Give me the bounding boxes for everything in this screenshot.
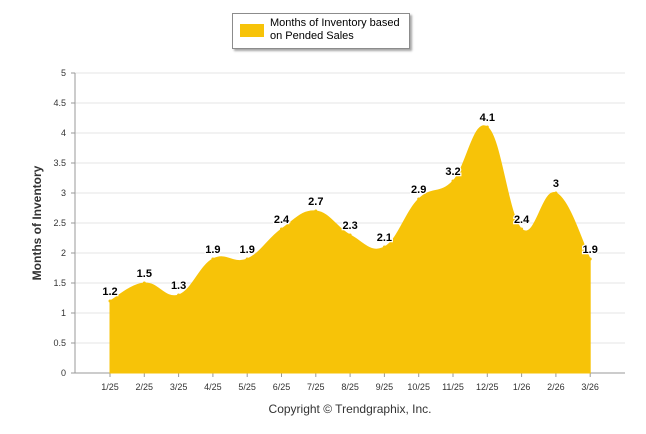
copyright-text: Copyright © Trendgraphix, Inc. bbox=[269, 402, 432, 416]
y-tick-label: 3.5 bbox=[53, 158, 66, 168]
series-area bbox=[108, 125, 592, 374]
data-point bbox=[485, 125, 489, 129]
x-tick-label: 4/25 bbox=[204, 382, 222, 392]
data-point bbox=[382, 245, 386, 249]
data-label: 1.9 bbox=[583, 244, 598, 256]
x-tick-labels: 1/25 2/25 3/25 4/25 5/25 6/25 7/25 8/25 9/25 10/2… bbox=[101, 382, 599, 392]
y-tick-label: 1 bbox=[61, 308, 66, 318]
y-axis-title: Months of Inventory bbox=[30, 165, 44, 280]
y-tick-label: 4.5 bbox=[53, 98, 66, 108]
x-tick-label: 2/25 bbox=[136, 382, 154, 392]
y-tick-label: 3 bbox=[61, 188, 66, 198]
y-tick-label: 2.5 bbox=[53, 218, 66, 228]
data-point bbox=[588, 257, 592, 261]
data-label: 1.3 bbox=[171, 280, 186, 292]
data-label: 2.4 bbox=[514, 214, 530, 226]
x-tick-label: 2/26 bbox=[547, 382, 565, 392]
data-point bbox=[142, 281, 146, 285]
data-label: 1.2 bbox=[102, 286, 117, 298]
data-label: 4.1 bbox=[480, 112, 495, 124]
y-tick-label: 0 bbox=[61, 368, 66, 378]
y-tick-label: 0.5 bbox=[53, 338, 66, 348]
x-tick-label: 8/25 bbox=[341, 382, 359, 392]
x-tick-label: 5/25 bbox=[238, 382, 256, 392]
data-label: 1.5 bbox=[137, 268, 152, 280]
data-labels: 1.2 1.5 1.3 1.9 1.9 2.4 2.7 2.3 2.1 2.9 3.2 4.1 2.4 3… bbox=[101, 111, 599, 300]
y-tick-label: 5 bbox=[61, 68, 66, 78]
data-point bbox=[177, 293, 181, 297]
x-tick-label: 12/25 bbox=[476, 382, 499, 392]
legend: Months of Inventory based on Pended Sale… bbox=[232, 13, 410, 49]
data-label: 2.1 bbox=[377, 232, 392, 244]
x-tick-label: 3/25 bbox=[170, 382, 188, 392]
data-point bbox=[348, 233, 352, 237]
data-point bbox=[554, 191, 558, 195]
data-label: 2.4 bbox=[274, 214, 290, 226]
x-tick-label: 9/25 bbox=[376, 382, 394, 392]
data-point bbox=[211, 257, 215, 261]
x-tick-label: 1/26 bbox=[513, 382, 531, 392]
data-label: 2.9 bbox=[411, 184, 426, 196]
data-label: 1.9 bbox=[205, 244, 220, 256]
data-point bbox=[417, 197, 421, 201]
legend-swatch bbox=[240, 24, 264, 37]
data-point bbox=[451, 179, 455, 183]
x-tick-label: 1/25 bbox=[101, 382, 119, 392]
data-point bbox=[108, 299, 112, 303]
x-tick-label: 6/25 bbox=[273, 382, 291, 392]
data-point bbox=[245, 257, 249, 261]
y-tick-label: 1.5 bbox=[53, 278, 66, 288]
data-label: 3 bbox=[553, 178, 559, 190]
data-label: 1.9 bbox=[240, 244, 255, 256]
data-label: 3.2 bbox=[445, 166, 460, 178]
data-point bbox=[314, 209, 318, 213]
y-tick-label: 4 bbox=[61, 128, 66, 138]
x-tick-label: 7/25 bbox=[307, 382, 325, 392]
x-tick-label: 3/26 bbox=[581, 382, 599, 392]
data-point bbox=[280, 227, 283, 231]
data-point bbox=[520, 227, 524, 231]
data-label: 2.7 bbox=[308, 196, 323, 208]
data-label: 2.3 bbox=[342, 220, 357, 232]
legend-label: Months of Inventory based on Pended Sale… bbox=[270, 17, 400, 42]
x-tick-label: 10/25 bbox=[407, 382, 430, 392]
y-tick-label: 2 bbox=[61, 248, 66, 258]
x-tick-label: 11/25 bbox=[442, 382, 464, 392]
y-tick-labels: 0 0.5 1 1.5 2 2.5 3 3.5 4 4.5 5 bbox=[53, 68, 66, 378]
